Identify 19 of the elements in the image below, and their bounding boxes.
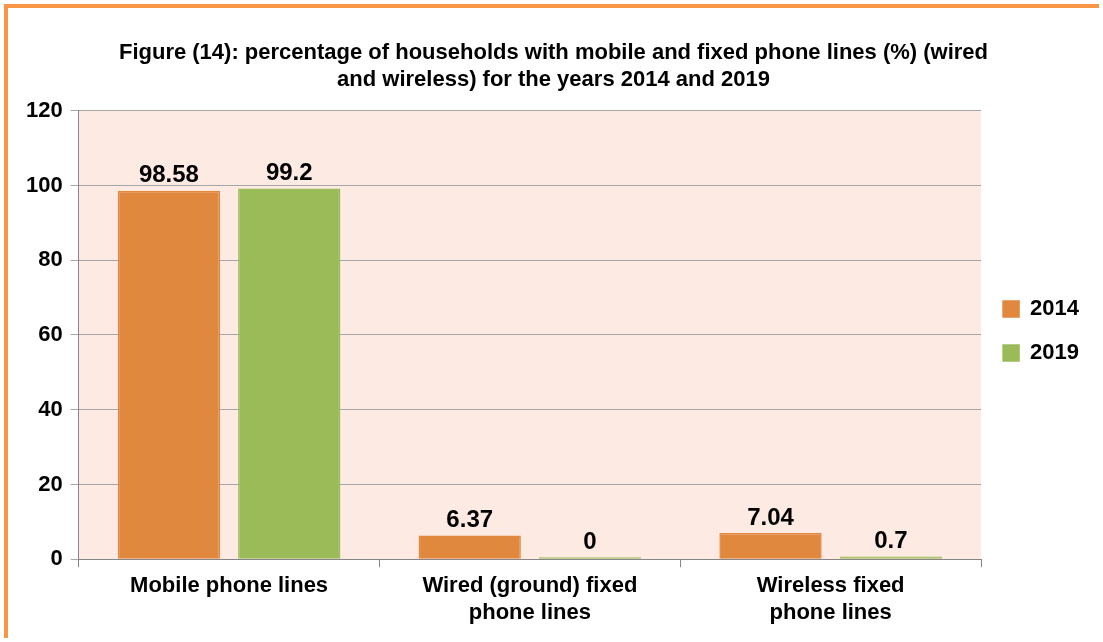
x-tick-label: Wired (ground) fixed phone lines: [422, 572, 638, 624]
chart-title: Figure (14): percentage of households with mobile and fixed phone lines (%) (wired and wireless) for the years 2014 and 2019: [118, 39, 989, 91]
legend-label: 2014: [1030, 295, 1080, 321]
y-tick-label: 80: [38, 246, 63, 272]
data-label: 0.7: [874, 526, 908, 554]
data-label: 6.37: [446, 505, 494, 533]
data-label: 7.04: [747, 502, 795, 530]
y-tick-label: 20: [38, 470, 63, 496]
data-label: 0: [583, 526, 597, 554]
y-tick-label: 120: [25, 96, 63, 122]
y-tick-label: 0: [50, 545, 63, 571]
legend-label: 2019: [1030, 339, 1080, 365]
data-label: 99.2: [265, 158, 313, 186]
y-tick-label: 60: [38, 321, 63, 347]
y-tick-label: 100: [25, 171, 63, 197]
data-label: 98.58: [138, 160, 199, 188]
x-tick-label: Mobile phone lines: [130, 572, 329, 598]
x-tick-label: Wireless fixed phone lines: [756, 572, 905, 624]
y-tick-label: 40: [38, 395, 63, 421]
